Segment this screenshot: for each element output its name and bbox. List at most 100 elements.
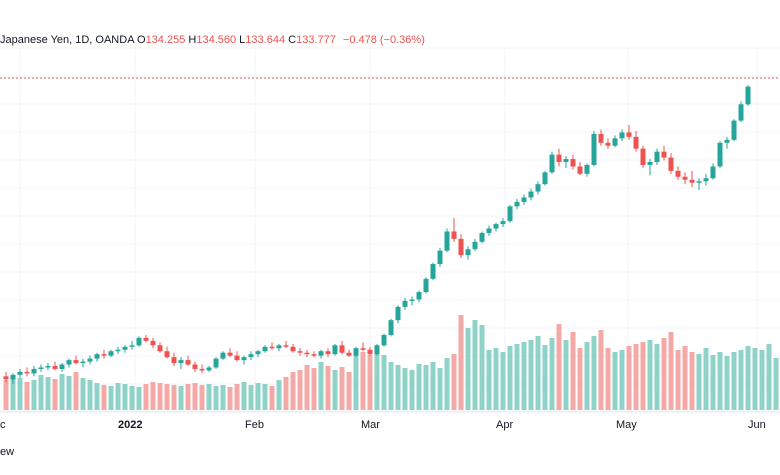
change-value: −0.478 (−0.36%) xyxy=(342,34,425,46)
x-tick-label: 2022 xyxy=(118,419,142,431)
candle-body xyxy=(129,345,135,347)
candle xyxy=(213,357,219,369)
volume-bar xyxy=(318,362,324,410)
candle xyxy=(640,145,646,168)
volume-bar xyxy=(766,344,772,410)
candle-body xyxy=(101,354,107,356)
volume-bar xyxy=(3,380,9,410)
candle-body xyxy=(73,360,79,364)
close-label: C xyxy=(288,34,297,46)
volume-bar xyxy=(206,384,212,410)
candle-body xyxy=(276,345,282,349)
volume-bar xyxy=(479,325,485,410)
candle xyxy=(563,156,569,168)
low-value: 133.644 xyxy=(245,34,286,46)
candle xyxy=(80,358,86,368)
candle xyxy=(521,194,527,205)
candle-body xyxy=(465,249,471,256)
candle xyxy=(248,351,254,361)
candle xyxy=(500,218,506,228)
candle-body xyxy=(717,142,723,167)
candle xyxy=(682,172,688,185)
candle xyxy=(633,130,639,152)
candle-body xyxy=(619,132,625,139)
volume-bar xyxy=(213,386,219,410)
volume-bar xyxy=(556,324,562,410)
volume-bar xyxy=(248,385,254,410)
candle xyxy=(605,138,611,149)
volume-bar xyxy=(535,336,541,410)
candle-body xyxy=(472,241,478,250)
high-readout: H134.560 xyxy=(188,34,239,46)
candle-body xyxy=(626,132,632,137)
candle-body xyxy=(283,345,289,347)
candle xyxy=(3,371,9,383)
volume-bar xyxy=(346,372,352,410)
candle-body xyxy=(3,376,9,380)
candle xyxy=(38,364,44,372)
volume-bar xyxy=(45,377,51,410)
volume-bar xyxy=(395,365,401,410)
candle-body xyxy=(654,151,660,162)
volume-bar xyxy=(360,352,366,410)
volume-bar xyxy=(73,372,79,410)
candle-body xyxy=(409,299,415,301)
candles xyxy=(3,85,751,384)
high-label: H xyxy=(188,34,197,46)
candle xyxy=(31,366,37,377)
candle-body xyxy=(171,357,177,364)
candle xyxy=(66,358,72,368)
volume-bar xyxy=(759,350,765,410)
volume-bar xyxy=(577,348,583,410)
candle-body xyxy=(192,364,198,369)
volume-bar xyxy=(115,383,121,410)
volume-bar xyxy=(122,384,128,410)
candle xyxy=(626,125,632,140)
candle-body xyxy=(675,170,681,177)
volume-bar xyxy=(150,382,156,410)
candle xyxy=(185,355,191,366)
candle xyxy=(318,349,324,359)
volume-bar xyxy=(66,376,72,410)
view-link[interactable]: ew xyxy=(0,446,15,458)
candle-body xyxy=(402,300,408,307)
candle-body xyxy=(493,224,499,229)
x-tick-label: Feb xyxy=(245,419,264,431)
candle xyxy=(101,349,107,359)
candle-body xyxy=(556,154,562,162)
candle-body xyxy=(682,176,688,180)
candle-body xyxy=(45,366,51,368)
candle xyxy=(290,343,296,353)
candle xyxy=(136,336,142,347)
candle xyxy=(367,346,373,356)
candle-body xyxy=(745,86,751,105)
open-readout: O134.255 xyxy=(137,34,188,46)
candle-body xyxy=(444,231,450,251)
candle xyxy=(507,204,513,223)
candle xyxy=(395,305,401,324)
volume-bar xyxy=(717,352,723,410)
volume-bar xyxy=(325,366,331,410)
volume-bar xyxy=(241,382,247,410)
candle xyxy=(346,349,352,358)
high-value: 134.560 xyxy=(196,34,237,46)
candle xyxy=(45,363,51,371)
candle-body xyxy=(332,345,338,355)
volume-bar xyxy=(703,348,709,410)
candle-body xyxy=(143,337,149,341)
candle xyxy=(479,231,485,244)
volume-bar xyxy=(598,330,604,410)
volume-bar xyxy=(696,354,702,410)
low-label: L xyxy=(239,34,246,46)
volume-bar xyxy=(87,380,93,410)
volume-bar xyxy=(171,385,177,410)
candle-body xyxy=(80,361,86,364)
candle xyxy=(423,277,429,294)
candle-body xyxy=(416,292,422,300)
volume-bar xyxy=(157,383,163,410)
volume-bar xyxy=(738,350,744,410)
volume-bar xyxy=(402,368,408,410)
candle-body xyxy=(269,346,275,349)
